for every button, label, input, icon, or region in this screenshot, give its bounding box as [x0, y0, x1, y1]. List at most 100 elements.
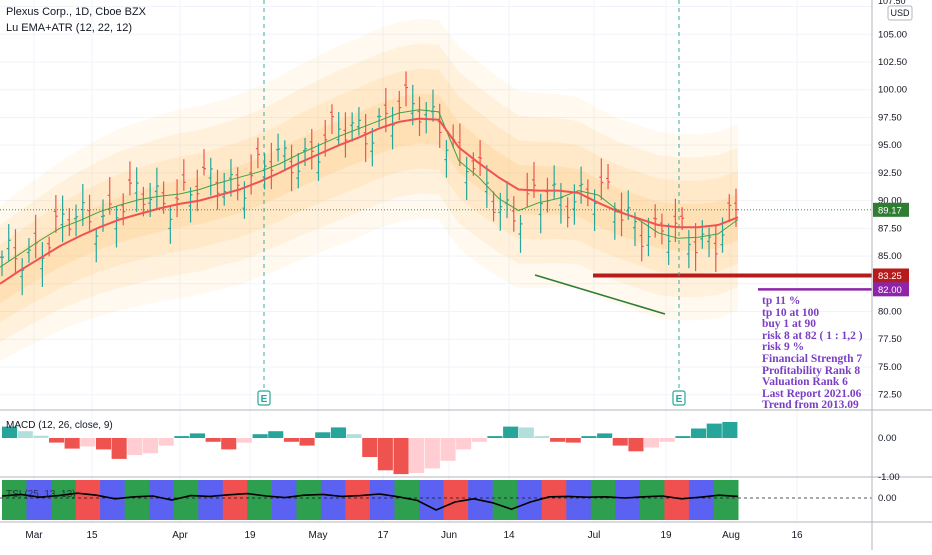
tsi-segment — [541, 480, 567, 520]
trend-line — [534, 274, 666, 315]
macd-bar — [315, 432, 331, 438]
note-line: Valuation Rank 6 — [762, 376, 848, 389]
macd-bar — [252, 434, 268, 438]
macd-bar — [221, 438, 237, 450]
macd-bar — [205, 438, 221, 442]
tsi-segment — [2, 480, 27, 520]
earnings-marker-label: E — [261, 394, 268, 405]
price-axis-label: 80.00 — [878, 307, 902, 318]
macd-bar — [487, 436, 503, 438]
macd-bar — [142, 438, 158, 454]
tsi-segment — [566, 480, 592, 520]
tsi-segment — [26, 480, 52, 520]
note-line: risk 9 % — [762, 341, 805, 354]
macd-bar — [675, 436, 691, 438]
price-axis-label: 105.00 — [878, 29, 907, 40]
tsi-title: TSI (25, 13, 13) — [6, 489, 75, 500]
macd-bar — [628, 438, 644, 452]
earnings-marker — [672, 390, 686, 406]
price-axis-label: 97.50 — [878, 112, 902, 123]
atr-bands — [0, 18, 738, 362]
time-axis-label: 17 — [377, 530, 389, 541]
tsi-segment — [296, 480, 322, 520]
risk-level-tag-label: 82.00 — [878, 285, 902, 296]
macd-bar — [362, 438, 378, 457]
macd-bar — [377, 438, 393, 471]
price-axis-label: 100.00 — [878, 85, 907, 96]
tsi-segment — [222, 480, 248, 520]
time-axis-label: 16 — [791, 530, 803, 541]
currency-badge-label: USD — [890, 8, 910, 18]
earnings-marker — [257, 390, 271, 406]
macd-bar — [503, 426, 519, 438]
macd-bar — [471, 438, 487, 442]
macd-bar — [158, 438, 174, 446]
price-axis-label: 95.00 — [878, 140, 902, 151]
price-axis-label: 87.50 — [878, 223, 902, 234]
macd-bar — [33, 435, 49, 438]
tsi-segment — [75, 480, 101, 520]
macd-bar — [518, 427, 534, 438]
time-axis-label: Jul — [588, 530, 601, 541]
earnings-marker-label: E — [676, 394, 683, 405]
macd-bar — [268, 431, 284, 438]
note-line: Last Report 2021.06 — [762, 387, 862, 400]
currency-badge — [887, 5, 913, 21]
macd-bar — [409, 438, 425, 473]
tsi-segment — [615, 480, 641, 520]
macd-bar — [612, 438, 628, 446]
macd-bar — [659, 438, 675, 442]
risk-level-tag — [873, 282, 909, 297]
macd-bar — [236, 438, 252, 443]
macd-bar — [111, 438, 127, 459]
tsi-segment — [688, 480, 714, 520]
macd-bar — [565, 438, 581, 443]
macd-bar — [534, 436, 550, 438]
last-price-tag — [873, 202, 909, 217]
tsi-segment — [492, 480, 518, 520]
macd-bar — [189, 433, 205, 438]
macd-bar — [17, 431, 33, 438]
stop-level-tag — [873, 268, 909, 283]
note-line: tp 10 at 100 — [762, 306, 820, 319]
macd-bar — [283, 438, 299, 442]
time-axis-label: 15 — [86, 530, 98, 541]
time-axis-label: Jun — [441, 530, 457, 541]
time-axis-label: May — [309, 530, 328, 541]
tsi-segment — [590, 480, 616, 520]
ema-slow-line — [0, 117, 739, 285]
macd-bar — [456, 438, 472, 450]
macd-bar — [49, 438, 65, 443]
macd-bar — [64, 438, 80, 449]
time-axis-label: Mar — [25, 530, 43, 541]
note-line: risk 8 at 82 ( 1 : 1,2 ) — [762, 329, 863, 342]
macd-bar — [127, 438, 143, 456]
tsi-segment — [320, 480, 346, 520]
macd-axis-label: -1.00 — [878, 472, 900, 483]
note-line: buy 1 at 90 — [762, 318, 816, 331]
time-axis-label: Apr — [172, 530, 188, 541]
tsi-segment — [713, 480, 739, 520]
tsi-axis-label: 0.00 — [878, 493, 897, 504]
macd-bar — [424, 438, 440, 469]
note-line: Financial Strength 7 — [762, 352, 863, 365]
macd-bar — [597, 433, 613, 438]
macd-bar — [440, 438, 456, 461]
price-axis-label: 107.50 — [878, 0, 906, 6]
macd-bar — [80, 438, 96, 447]
atr-band — [0, 18, 738, 362]
macd-bar — [706, 423, 722, 438]
macd-bar — [691, 428, 707, 438]
macd-bar — [393, 438, 409, 475]
macd-title: MACD (12, 26, close, 9) — [6, 420, 113, 431]
tsi-segment — [51, 480, 77, 520]
price-axis-label: 77.50 — [878, 334, 902, 345]
time-axis-label: 19 — [244, 530, 256, 541]
macd-bar — [346, 434, 362, 438]
time-axis-label: 14 — [503, 530, 515, 541]
time-axis-label: Aug — [722, 530, 740, 541]
atr-band — [0, 43, 738, 342]
tsi-background — [2, 480, 739, 520]
